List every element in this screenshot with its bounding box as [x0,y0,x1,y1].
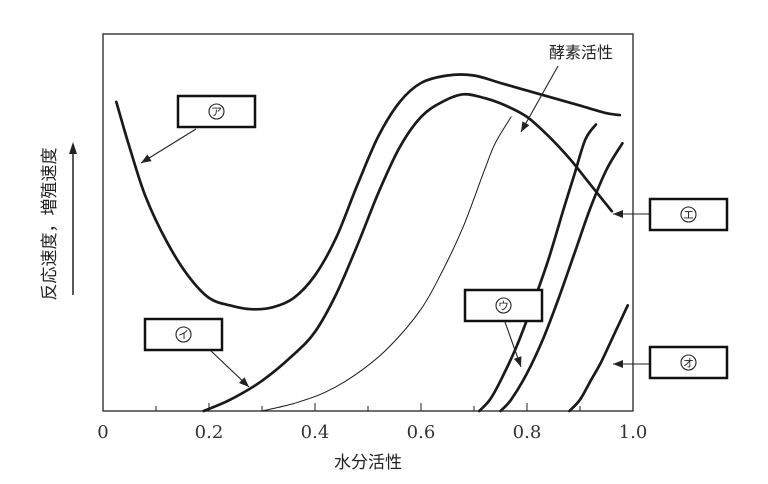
label-5-arrowhead [613,360,623,368]
label-4-arrowhead [613,210,623,218]
x-tick-label: 0.6 [407,422,436,443]
x-axis-title: 水分活性 [334,453,402,473]
label-box-1 [176,94,257,129]
enzyme-activity-leader [520,65,559,133]
x-tick-label: 0.2 [195,422,224,443]
series-line-4 [477,123,598,413]
series-line-1 [114,73,622,311]
label-circle-1 [208,103,225,120]
label-text-4: エ [683,209,694,222]
label-box-3 [463,288,544,323]
label-box-2 [143,317,224,352]
x-tick-label: 1.0 [619,422,648,443]
label-text-1: ア [211,106,222,119]
label-circle-5 [680,354,697,371]
x-axis: 0 0.2 0.4 0.6 0.8 1.0 [97,403,647,443]
label-3-arrowhead [513,356,522,367]
label-circle-3 [495,297,512,314]
series-line-3 [261,116,512,412]
label-box-5 [648,345,729,380]
label-layer: アイ ウ エオ [140,65,729,388]
label-circle-4 [680,206,697,223]
x-tick-label: 0 [97,422,108,443]
y-axis-title: 反応速度，増殖速度 [40,148,60,301]
enzyme-activity-arrowhead [521,121,530,132]
plot-frame [102,33,634,412]
label-text-5: オ [683,357,694,370]
label-1-leader [140,128,197,164]
series-line-5 [499,141,624,413]
label-text-2: イ [178,329,189,342]
label-text-3: ウ [498,300,509,313]
label-box-4 [648,197,729,232]
y-axis-arrow-head [69,142,77,154]
series-line-6 [568,304,630,413]
series-layer [114,73,630,413]
enzyme-activity-annotation: 酵素活性 [549,43,613,62]
y-axis-title-group: 反応速度，増殖速度 [40,142,77,301]
x-tick-label: 0.4 [301,422,330,443]
label-1-arrowhead [141,154,152,163]
series-line-2 [202,92,614,413]
label-circle-2 [175,326,192,343]
x-tick-label: 0.8 [513,422,542,443]
label-2-arrowhead [238,377,249,387]
